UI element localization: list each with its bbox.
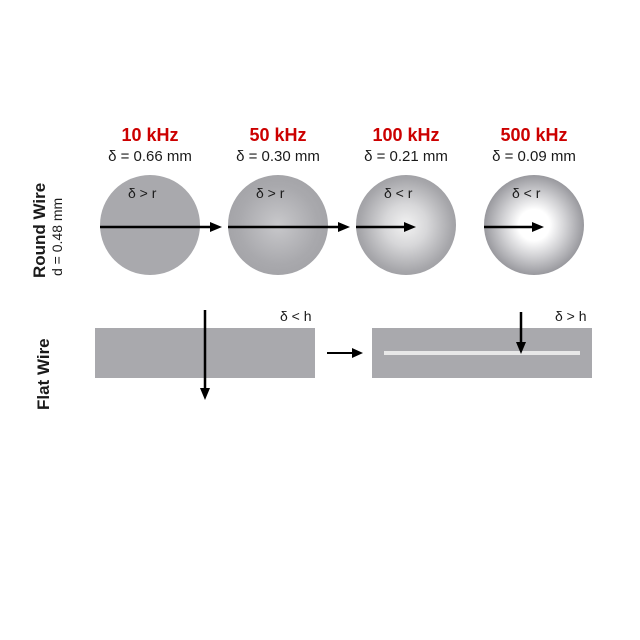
circle-arrow-0 xyxy=(100,222,220,232)
flat-arrow-right xyxy=(516,312,526,354)
delta-label-1: δ = 0.30 mm xyxy=(218,148,338,165)
freq-label-2: 100 kHz xyxy=(346,125,466,146)
round-wire-title: Round Wire xyxy=(30,178,50,278)
freq-label-3: 500 kHz xyxy=(474,125,594,146)
round-wire-subtitle: d = 0.48 mm xyxy=(49,176,65,276)
circle-arrow-1 xyxy=(228,222,348,232)
flat-left-label: δ < h xyxy=(280,308,312,324)
delta-label-0: δ = 0.66 mm xyxy=(90,148,210,165)
diagram-canvas: 10 kHz δ = 0.66 mm 50 kHz δ = 0.30 mm 10… xyxy=(0,0,640,640)
delta-label-3: δ = 0.09 mm xyxy=(474,148,594,165)
circle-label-1: δ > r xyxy=(256,185,284,201)
flat-arrow-left xyxy=(200,310,210,400)
flat-right-label: δ > h xyxy=(555,308,587,324)
circle-arrow-3 xyxy=(484,222,544,232)
delta-label-2: δ = 0.21 mm xyxy=(346,148,466,165)
circle-arrow-2 xyxy=(356,222,416,232)
freq-label-1: 50 kHz xyxy=(218,125,338,146)
flat-wire-title: Flat Wire xyxy=(34,310,54,410)
flat-inner-strip xyxy=(384,351,580,355)
flat-arrow-middle xyxy=(327,348,363,358)
circle-label-0: δ > r xyxy=(128,185,156,201)
circle-label-2: δ < r xyxy=(384,185,412,201)
circle-label-3: δ < r xyxy=(512,185,540,201)
freq-label-0: 10 kHz xyxy=(90,125,210,146)
